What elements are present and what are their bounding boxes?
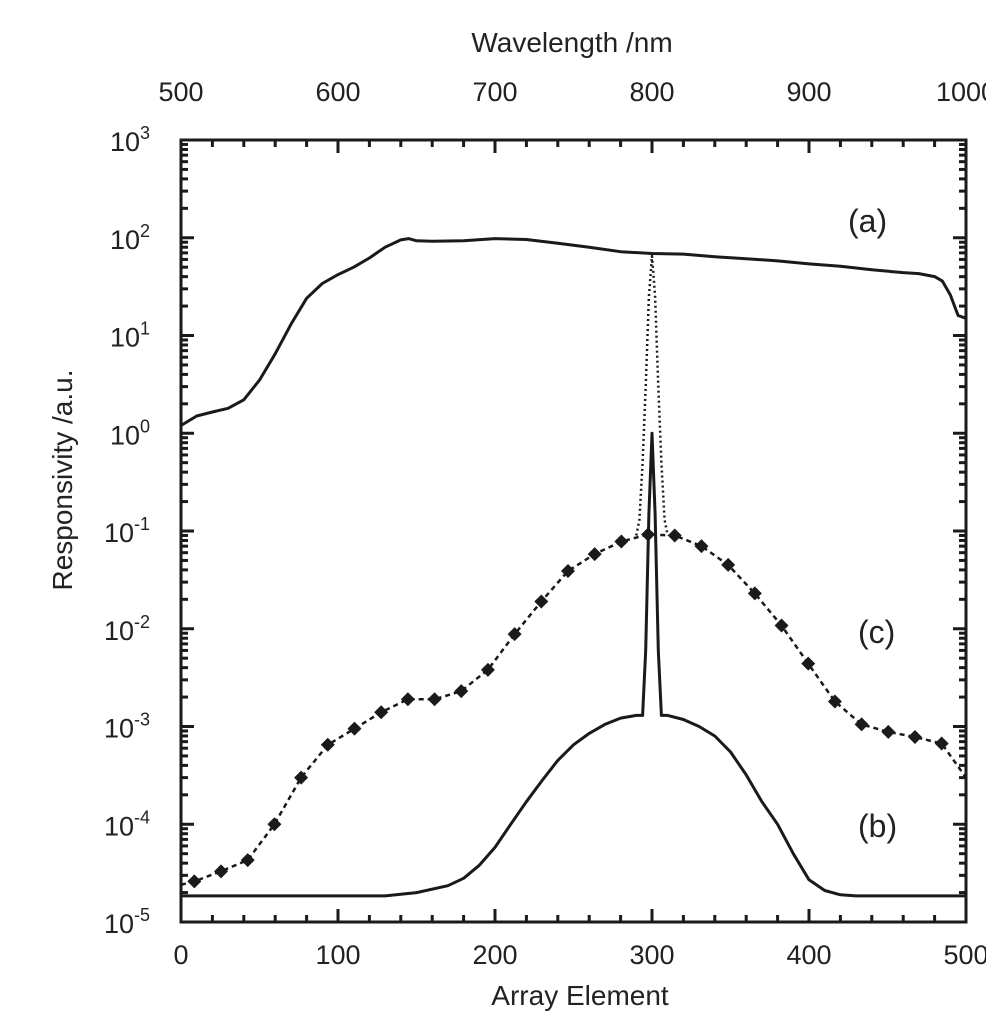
data-point-marker xyxy=(187,874,202,889)
data-point-marker xyxy=(427,692,442,707)
data-point-marker xyxy=(827,694,842,709)
data-point-marker xyxy=(854,717,869,732)
series-line-2 xyxy=(635,254,669,536)
data-point-marker xyxy=(400,692,415,707)
top-x-tick-label: 600 xyxy=(315,77,360,107)
data-point-marker xyxy=(934,736,949,751)
top-x-tick-label: 900 xyxy=(786,77,831,107)
y-tick-label: 10-4 xyxy=(104,807,150,841)
x-tick-label: 0 xyxy=(173,940,188,970)
data-point-marker xyxy=(507,627,522,642)
y-tick-label: 10-5 xyxy=(104,905,150,939)
axis-ticks xyxy=(179,138,968,924)
curve-label-a: (a) xyxy=(848,203,887,239)
axis-tick-labels: 0 100 200 300 400 500 500 600 700 800 900 1000 10-5 1… xyxy=(104,77,986,970)
data-point-marker xyxy=(694,539,709,554)
plot-frame xyxy=(179,138,968,924)
data-point-marker xyxy=(454,684,469,699)
y-tick-label: 10-3 xyxy=(104,710,150,744)
top-x-tick-label: 500 xyxy=(158,77,203,107)
series-line-4 xyxy=(181,431,966,898)
data-point-marker xyxy=(774,618,789,633)
data-point-marker xyxy=(214,864,229,879)
series-line-1 xyxy=(180,237,967,427)
top-x-tick-label: 1000 xyxy=(936,77,986,107)
top-axis-title: Wavelength /nm xyxy=(471,27,672,58)
data-point-marker xyxy=(267,817,282,832)
y-tick-label: 10-2 xyxy=(104,612,150,646)
data-point-marker xyxy=(534,594,549,609)
curve-label-c: (c) xyxy=(858,614,895,650)
data-point-marker xyxy=(721,557,736,572)
x-tick-label: 400 xyxy=(786,940,831,970)
x-axis-title: Array Element xyxy=(491,980,669,1011)
data-point-marker xyxy=(240,853,255,868)
data-point-marker xyxy=(614,534,629,549)
y-tick-label: 102 xyxy=(110,221,150,255)
y-tick-label: 101 xyxy=(110,319,150,353)
data-point-marker xyxy=(667,528,682,543)
data-point-marker xyxy=(561,563,576,578)
data-point-marker xyxy=(747,586,762,601)
top-x-tick-label: 800 xyxy=(629,77,674,107)
y-axis-title: Responsivity /a.u. xyxy=(47,370,78,591)
data-point-marker xyxy=(374,705,389,720)
chart-marks xyxy=(180,237,968,898)
data-point-marker xyxy=(294,770,309,785)
series-line-3 xyxy=(180,533,968,887)
x-tick-label: 300 xyxy=(629,940,674,970)
y-tick-label: 100 xyxy=(110,416,150,450)
data-point-marker xyxy=(587,547,602,562)
data-point-marker xyxy=(881,724,896,739)
x-tick-label: 200 xyxy=(472,940,517,970)
data-point-marker xyxy=(480,662,495,677)
y-tick-label: 10-1 xyxy=(104,514,150,548)
data-point-marker xyxy=(347,721,362,736)
curve-label-b: (b) xyxy=(858,808,897,844)
data-point-marker xyxy=(320,737,335,752)
data-point-marker xyxy=(801,656,816,671)
x-tick-label: 500 xyxy=(943,940,986,970)
top-x-tick-label: 700 xyxy=(472,77,517,107)
data-point-marker xyxy=(907,730,922,745)
x-tick-label: 100 xyxy=(315,940,360,970)
y-tick-label: 103 xyxy=(110,123,150,157)
